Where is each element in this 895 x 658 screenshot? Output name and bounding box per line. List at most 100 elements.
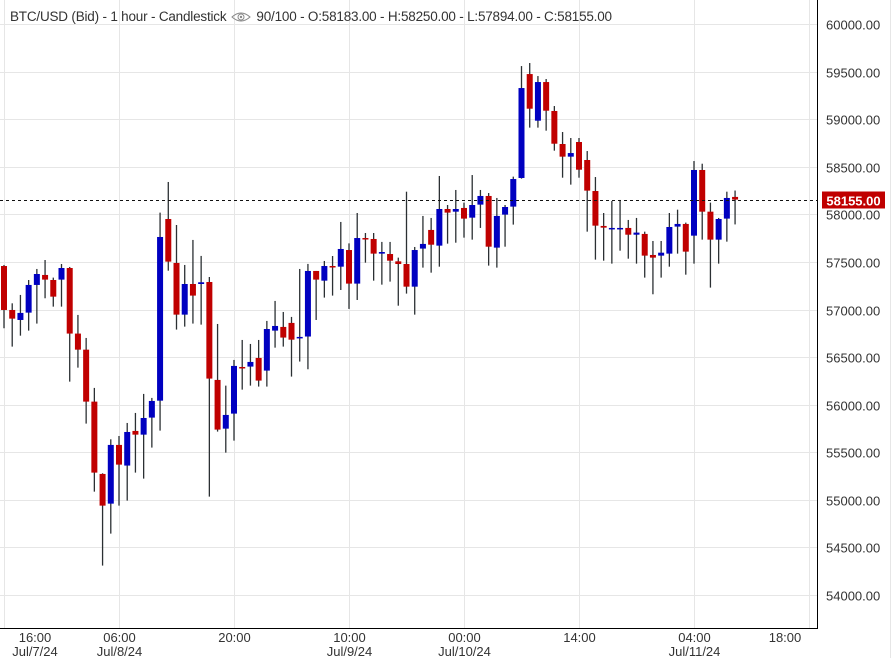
candle[interactable] xyxy=(543,79,550,131)
candle[interactable] xyxy=(395,257,402,306)
candle[interactable] xyxy=(551,106,558,151)
candle[interactable] xyxy=(222,385,229,453)
candle[interactable] xyxy=(510,176,517,225)
candle[interactable] xyxy=(567,138,574,185)
candle[interactable] xyxy=(428,217,435,273)
candle[interactable] xyxy=(649,240,656,295)
candle[interactable] xyxy=(206,276,213,497)
candle[interactable] xyxy=(288,316,295,377)
candle[interactable] xyxy=(321,260,328,298)
candle[interactable] xyxy=(255,339,262,387)
candle[interactable] xyxy=(173,224,180,330)
candle[interactable] xyxy=(124,422,131,501)
candle[interactable] xyxy=(691,161,697,264)
candle-body xyxy=(239,366,246,369)
candle[interactable] xyxy=(469,175,476,240)
candle[interactable] xyxy=(436,175,443,267)
candle[interactable] xyxy=(116,435,122,506)
candle[interactable] xyxy=(699,163,706,240)
candle[interactable] xyxy=(625,219,632,259)
x-tick-date: Jul/10/24 xyxy=(438,644,491,658)
candle[interactable] xyxy=(198,255,205,325)
candle[interactable] xyxy=(502,205,509,247)
candle[interactable] xyxy=(600,213,607,261)
candle[interactable] xyxy=(370,232,377,281)
candle[interactable] xyxy=(658,240,665,278)
candle[interactable] xyxy=(66,266,73,382)
candle[interactable] xyxy=(534,76,541,128)
candle[interactable] xyxy=(633,217,640,264)
candle[interactable] xyxy=(132,412,139,473)
candle[interactable] xyxy=(477,189,484,228)
candle[interactable] xyxy=(444,205,451,244)
candle[interactable] xyxy=(485,193,492,266)
candle[interactable] xyxy=(296,268,303,362)
y-tick-label: 54000.00 xyxy=(826,589,880,604)
candle[interactable] xyxy=(362,232,369,263)
candle[interactable] xyxy=(387,241,394,282)
candle[interactable] xyxy=(189,239,196,324)
candle[interactable] xyxy=(337,221,344,290)
candle[interactable] xyxy=(107,439,114,534)
candle[interactable] xyxy=(1,264,7,329)
candle[interactable] xyxy=(715,217,722,264)
candle-body xyxy=(83,349,90,402)
candle[interactable] xyxy=(493,197,500,268)
candle[interactable] xyxy=(74,314,81,368)
candle[interactable] xyxy=(247,343,254,386)
candle[interactable] xyxy=(682,222,689,275)
candle[interactable] xyxy=(576,138,582,178)
candle[interactable] xyxy=(9,303,16,347)
candle[interactable] xyxy=(723,191,730,242)
candle[interactable] xyxy=(559,132,566,178)
candle[interactable] xyxy=(83,337,90,424)
candle[interactable] xyxy=(732,190,739,225)
candle[interactable] xyxy=(33,268,40,324)
y-axis[interactable]: 60000.00 59500.00 59000.00 58500.00 58000.00… xyxy=(826,18,880,652)
candle[interactable] xyxy=(157,212,164,431)
candle[interactable] xyxy=(518,66,525,179)
candle[interactable] xyxy=(17,294,24,336)
candle[interactable] xyxy=(140,393,147,479)
candle[interactable] xyxy=(617,199,624,251)
candle[interactable] xyxy=(91,387,98,492)
candle[interactable] xyxy=(419,215,426,268)
candle[interactable] xyxy=(346,243,352,309)
candle[interactable] xyxy=(461,202,467,238)
candle[interactable] xyxy=(452,189,459,243)
candle[interactable] xyxy=(231,359,237,441)
candle[interactable] xyxy=(378,241,385,285)
candle[interactable] xyxy=(50,277,57,307)
candle[interactable] xyxy=(584,151,591,232)
candle[interactable] xyxy=(165,181,172,271)
candle[interactable] xyxy=(641,231,648,278)
candle[interactable] xyxy=(354,213,361,300)
candle[interactable] xyxy=(58,264,65,307)
candle[interactable] xyxy=(707,202,714,288)
candle[interactable] xyxy=(608,201,615,264)
candle[interactable] xyxy=(42,260,49,299)
candle[interactable] xyxy=(181,264,188,327)
candle[interactable] xyxy=(666,213,673,267)
candle[interactable] xyxy=(526,63,533,128)
candle[interactable] xyxy=(280,311,287,347)
eye-icon[interactable] xyxy=(231,11,252,23)
candle[interactable] xyxy=(214,323,221,432)
candle[interactable] xyxy=(411,246,418,315)
candle[interactable] xyxy=(25,279,32,331)
candle[interactable] xyxy=(329,256,336,296)
last-price-label: 58155.00 xyxy=(826,194,880,209)
candle[interactable] xyxy=(272,300,279,348)
x-tick-time: 18:00 xyxy=(769,630,802,645)
candle[interactable] xyxy=(304,263,311,370)
candle[interactable] xyxy=(99,473,106,566)
candle[interactable] xyxy=(263,320,270,387)
candle[interactable] xyxy=(148,397,155,448)
candle[interactable] xyxy=(239,339,246,390)
candle[interactable] xyxy=(674,209,681,254)
candle[interactable] xyxy=(403,191,410,294)
candle[interactable] xyxy=(313,270,320,320)
candle[interactable] xyxy=(592,177,599,260)
